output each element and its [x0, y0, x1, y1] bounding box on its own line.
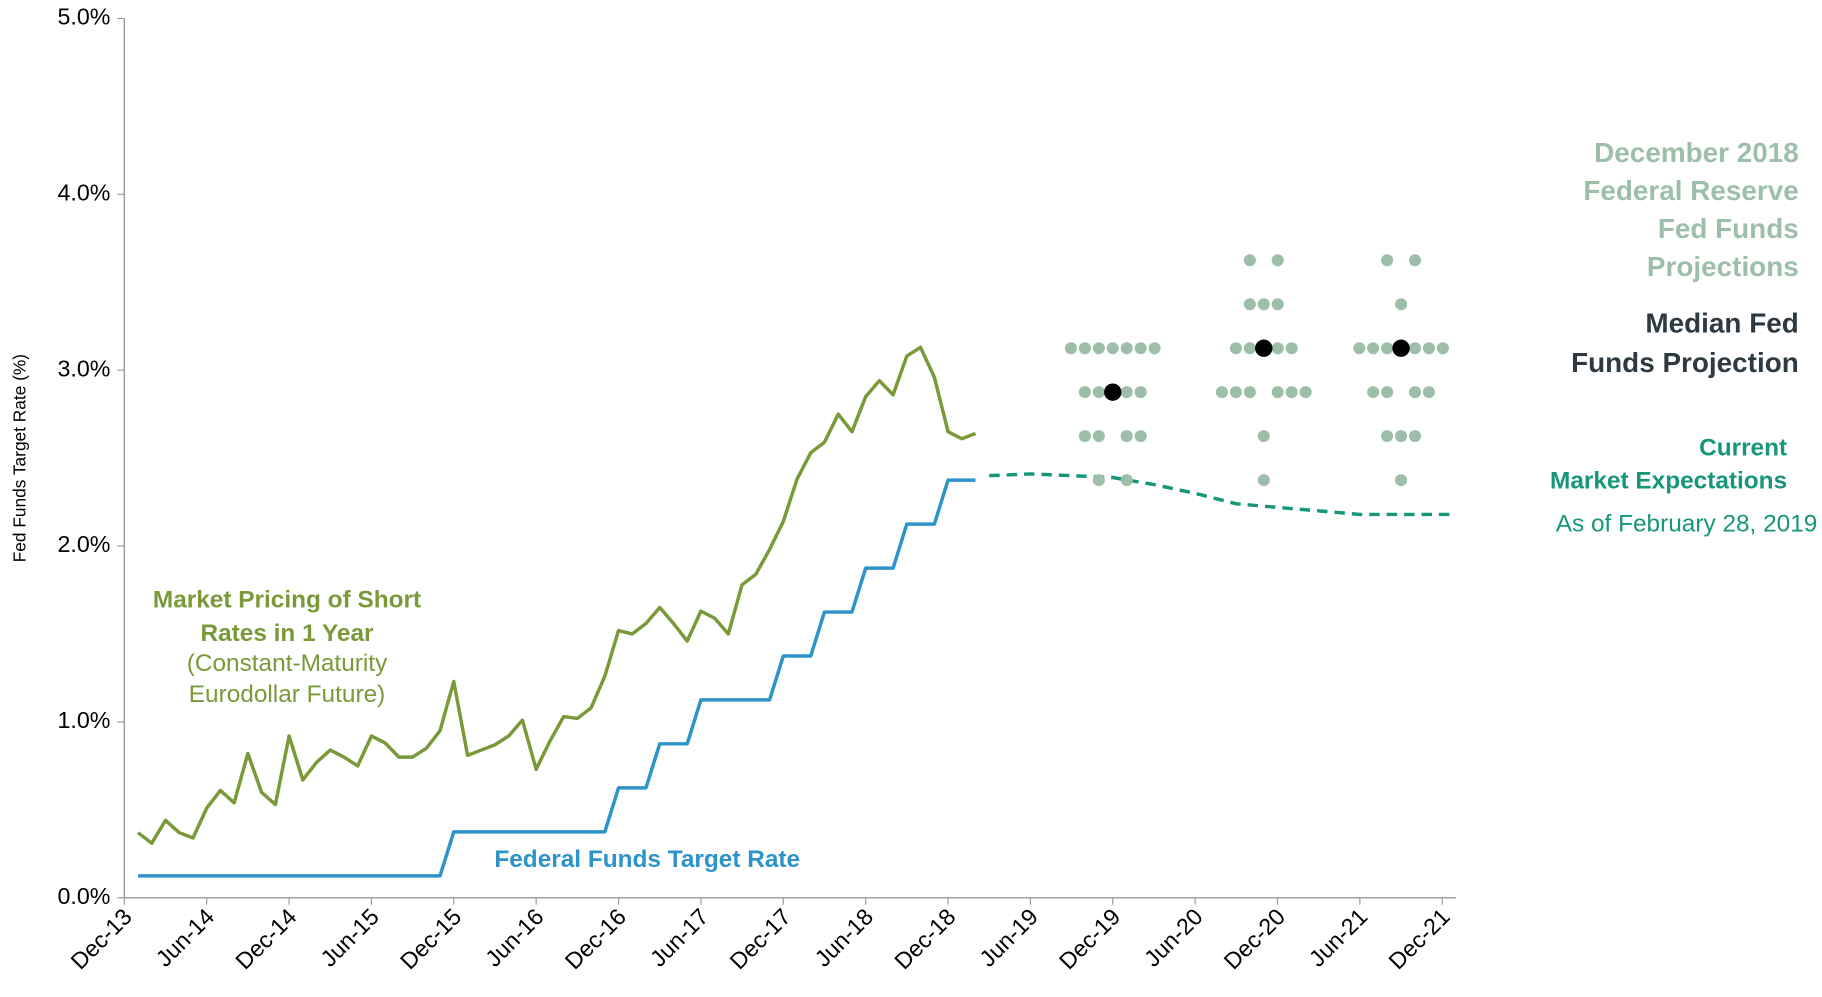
series-line [138, 478, 976, 878]
projection-dot [1353, 342, 1366, 355]
x-tick-label: Dec-15 [395, 903, 466, 974]
projection-dot [1257, 474, 1270, 487]
projection-dot [1381, 430, 1394, 443]
x-tick-label: Jun-18 [810, 903, 879, 971]
projection-dot [1092, 430, 1105, 443]
projection-dot [1436, 342, 1449, 355]
x-tick-label: Jun-14 [151, 903, 220, 971]
projection-dot [1285, 386, 1298, 399]
projection-dot [1422, 342, 1435, 355]
annotation: Projections [1647, 251, 1799, 282]
projection-dot [1092, 342, 1105, 355]
median-dot [1392, 339, 1410, 357]
projection-dot [1064, 342, 1077, 355]
annotation: Median Fed [1645, 308, 1798, 339]
annotation: Current [1699, 434, 1787, 461]
annotation: Eurodollar Future) [189, 681, 385, 708]
annotation: Funds Projection [1571, 347, 1799, 378]
y-axis-label: Fed Funds Target Rate (%) [9, 354, 29, 562]
projection-dot [1285, 342, 1298, 355]
projection-dot [1381, 342, 1394, 355]
projection-dot [1271, 342, 1284, 355]
series-line [136, 345, 977, 846]
annotation: Rates in 1 Year [200, 620, 374, 647]
projection-dot [1367, 386, 1380, 399]
annotation: (Constant-Maturity [187, 650, 388, 677]
projection-dot [1395, 298, 1408, 311]
y-tick-label: 1.0% [57, 707, 110, 733]
x-tick-label: Dec-17 [724, 903, 795, 974]
projection-dot [1271, 386, 1284, 399]
projection-dot [1092, 386, 1105, 399]
y-tick-label: 4.0% [57, 179, 110, 205]
projection-dot [1215, 386, 1228, 399]
series-line [989, 472, 1456, 517]
projection-dot [1243, 298, 1256, 311]
annotation: Market Expectations [1550, 468, 1787, 495]
y-tick-label: 5.0% [57, 4, 110, 30]
projection-dot [1134, 430, 1147, 443]
projection-dot [1271, 298, 1284, 311]
projection-dot [1243, 386, 1256, 399]
projection-dot [1271, 254, 1284, 267]
annotation: Fed Funds [1658, 213, 1799, 244]
projection-dot [1078, 430, 1091, 443]
projection-dot [1243, 342, 1256, 355]
annotation: December 2018 [1594, 137, 1799, 168]
x-tick-label: Jun-17 [645, 903, 714, 971]
y-tick-label: 2.0% [57, 531, 110, 557]
median-dot [1255, 339, 1273, 357]
projection-dot [1408, 254, 1422, 267]
projection-dot [1120, 342, 1133, 355]
projection-dot [1257, 430, 1270, 443]
x-tick-label: Dec-14 [230, 903, 301, 974]
x-tick-label: Dec-21 [1383, 903, 1454, 974]
projection-dot [1408, 386, 1422, 399]
x-tick-label: Jun-15 [315, 903, 384, 971]
annotation: As of February 28, 2019 [1556, 511, 1818, 538]
projection-dot [1229, 342, 1242, 355]
projection-dot [1148, 342, 1161, 355]
projection-dot [1134, 342, 1147, 355]
x-tick-label: Jun-21 [1304, 903, 1373, 971]
annotation: Federal Funds Target Rate [494, 846, 800, 873]
projection-dot [1092, 474, 1105, 487]
projection-dot [1078, 386, 1091, 399]
annotation: Market Pricing of Short [153, 587, 421, 614]
projection-dot [1408, 430, 1422, 443]
projection-dot [1257, 298, 1270, 311]
projection-dot [1395, 430, 1408, 443]
x-tick-label: Dec-20 [1219, 903, 1290, 974]
x-tick-label: Dec-13 [65, 903, 136, 974]
projection-dot [1422, 386, 1435, 399]
x-tick-label: Dec-18 [889, 903, 960, 974]
projection-dot [1106, 342, 1119, 355]
projection-dot [1408, 342, 1422, 355]
x-tick-label: Dec-19 [1054, 903, 1125, 974]
projection-dot [1120, 430, 1133, 443]
projection-dot [1395, 474, 1408, 487]
projection-dot [1229, 386, 1242, 399]
projection-dot [1120, 474, 1133, 487]
projection-dot [1120, 386, 1133, 399]
annotation: Federal Reserve [1583, 175, 1798, 206]
projection-dot [1381, 386, 1394, 399]
projection-dot [1381, 254, 1394, 267]
x-tick-label: Jun-16 [480, 903, 549, 971]
projection-dot [1367, 342, 1380, 355]
y-tick-label: 3.0% [57, 355, 110, 381]
projection-dot [1243, 254, 1256, 267]
y-tick-label: 0.0% [57, 883, 110, 909]
median-dot [1104, 383, 1122, 401]
x-tick-label: Dec-16 [560, 903, 631, 974]
x-tick-label: Jun-19 [974, 903, 1043, 971]
projection-dot [1134, 386, 1147, 399]
projection-dot [1078, 342, 1091, 355]
x-tick-label: Jun-20 [1139, 903, 1208, 971]
projection-dot [1299, 386, 1312, 399]
